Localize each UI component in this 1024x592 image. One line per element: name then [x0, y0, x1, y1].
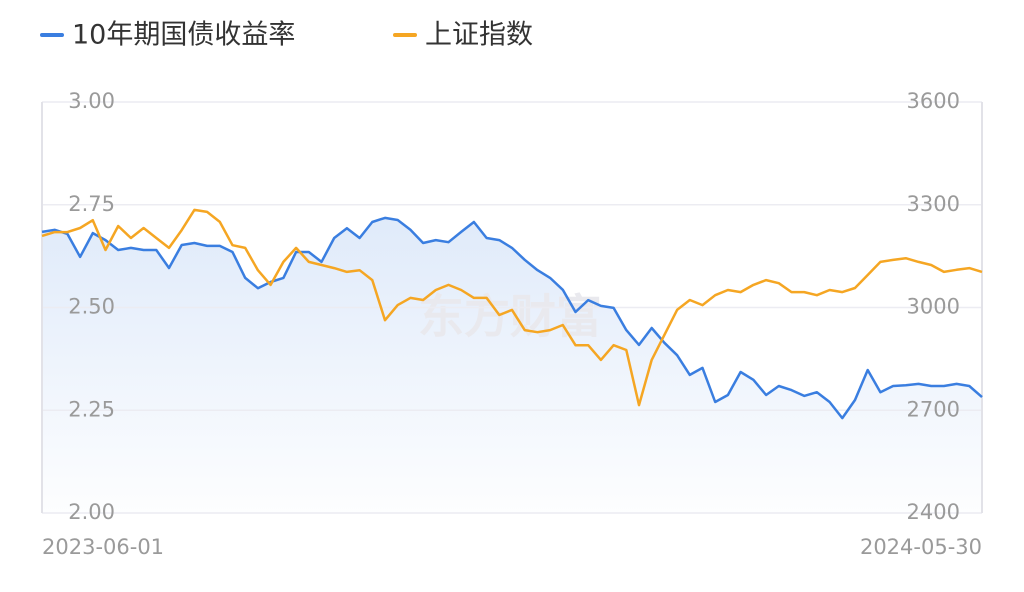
x-tick-label: 2024-05-30: [860, 535, 982, 559]
y-tick-label: 2.25: [68, 397, 115, 421]
x-tick-label: 2023-06-01: [42, 535, 164, 559]
y2-tick-label: 3000: [907, 295, 960, 319]
y-tick-label: 2.75: [68, 192, 115, 216]
y2-tick-label: 2400: [907, 500, 960, 524]
y2-tick-label: 2700: [907, 397, 960, 421]
watermark: 东方财富: [418, 290, 602, 344]
y-tick-label: 3.00: [68, 89, 115, 113]
y-tick-label: 2.50: [68, 295, 115, 319]
y2-tick-label: 3300: [907, 192, 960, 216]
series-line: [41, 208, 983, 407]
y-tick-label: 2.00: [68, 500, 115, 524]
legend-label: 上证指数: [425, 20, 533, 51]
legend-label: 10年期国债收益率: [72, 20, 295, 51]
y2-tick-label: 3600: [907, 89, 960, 113]
area: [42, 217, 982, 513]
series-line: [41, 216, 983, 420]
